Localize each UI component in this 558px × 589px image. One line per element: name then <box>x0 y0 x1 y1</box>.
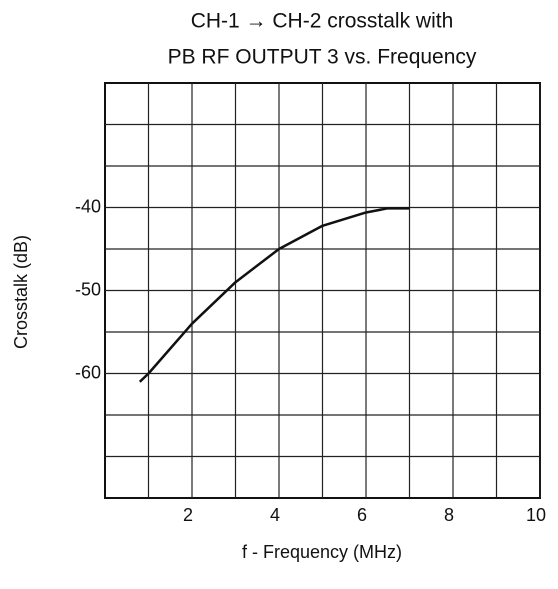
x-tick-label: 10 <box>526 505 546 525</box>
x-tick-label: 4 <box>270 505 280 525</box>
y-tick-label: -50 <box>75 279 101 299</box>
y-tick-label: -60 <box>75 362 101 382</box>
x-tick-label: 8 <box>444 505 454 525</box>
x-tick-label: 2 <box>183 505 193 525</box>
x-axis-label: f - Frequency (MHz) <box>242 542 402 562</box>
x-tick-label: 6 <box>357 505 367 525</box>
chart-title: CH-1 → CH-2 crosstalk with <box>191 10 454 33</box>
y-tick-label: -40 <box>75 196 101 216</box>
data-line <box>138 207 410 383</box>
chart-title: PB RF OUTPUT 3 vs. Frequency <box>168 46 477 69</box>
y-axis-label: Crosstalk (dB) <box>11 235 31 349</box>
